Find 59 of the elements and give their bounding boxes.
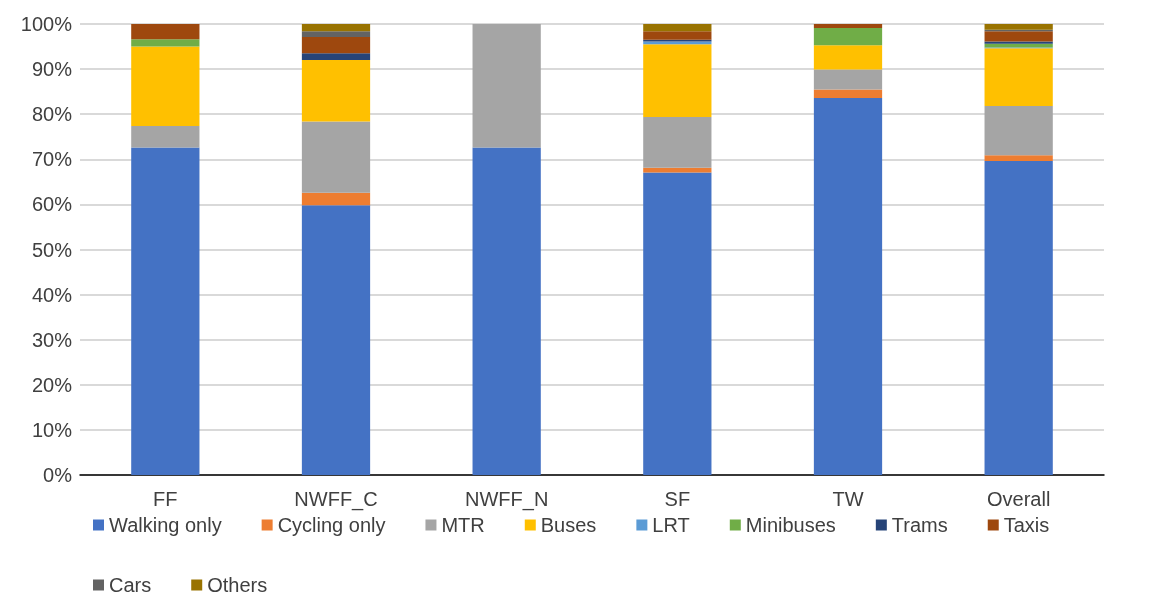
bar: [472, 147, 541, 475]
bar: [984, 31, 1053, 42]
bar: [813, 24, 883, 29]
bar: [301, 192, 371, 206]
x-tick-label: NWFF_C: [294, 488, 378, 511]
legend-label: Taxis: [1003, 514, 1050, 536]
x-tick-label: TW: [832, 488, 864, 510]
bar: [984, 161, 1053, 475]
y-tick-label: 0%: [43, 464, 73, 486]
bar: [131, 125, 200, 148]
legend-label: MTR: [441, 514, 485, 536]
bar: [813, 45, 883, 70]
legend-label: Minibuses: [745, 514, 836, 536]
legend-label: LRT: [652, 514, 690, 536]
legend-label: Others: [207, 574, 268, 596]
bar: [813, 89, 883, 98]
bar: [301, 205, 371, 475]
legend-label: Buses: [540, 514, 597, 536]
bar: [301, 37, 371, 54]
bar: [301, 53, 371, 61]
bar: [131, 24, 200, 40]
y-tick-label: 90%: [31, 58, 73, 81]
bar: [984, 106, 1053, 156]
x-tick-label: NWFF_N: [465, 488, 549, 511]
x-tick-label: SF: [664, 488, 691, 510]
y-tick-label: 40%: [31, 283, 73, 306]
y-tick-label: 70%: [31, 148, 73, 171]
bar: [643, 172, 712, 475]
y-tick-label: 50%: [31, 238, 73, 261]
y-tick-label: 80%: [31, 103, 73, 126]
bar: [984, 48, 1053, 107]
y-tick-label: 30%: [31, 328, 73, 351]
bar: [643, 24, 712, 32]
bar: [984, 155, 1053, 162]
bar: [984, 24, 1053, 30]
bar: [643, 116, 712, 168]
y-tick-label: 10%: [31, 418, 73, 441]
x-tick-label: FF: [153, 488, 178, 510]
bar: [643, 31, 712, 40]
bar: [131, 147, 200, 475]
legend-label: Walking only: [109, 514, 222, 536]
y-tick-label: 20%: [31, 373, 73, 396]
bar: [301, 31, 371, 38]
bar: [643, 44, 712, 117]
bar: [131, 46, 200, 126]
bar: [301, 60, 371, 122]
legend-label: Trams: [891, 514, 948, 536]
legend-label: Cars: [109, 574, 152, 596]
bar: [813, 28, 883, 46]
bar: [301, 121, 371, 193]
bar: [131, 39, 200, 47]
x-tick-label: Overall: [986, 488, 1051, 510]
bar: [301, 24, 371, 32]
legend-label: Cycling only: [277, 514, 386, 536]
y-tick-label: 100%: [20, 13, 73, 35]
bar: [813, 97, 883, 475]
bar: [813, 69, 883, 90]
y-tick-label: 60%: [31, 193, 73, 216]
bar: [472, 24, 541, 148]
